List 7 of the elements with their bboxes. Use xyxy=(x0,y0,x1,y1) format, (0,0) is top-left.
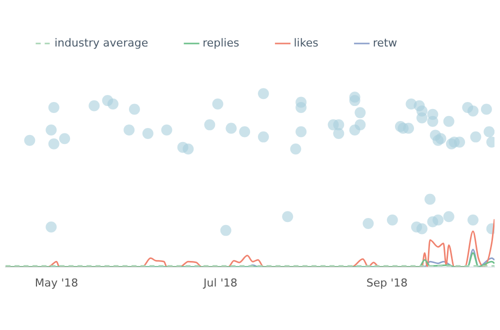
x-tick-label: Sep '18 xyxy=(366,276,408,290)
x-tick-label: May '18 xyxy=(34,276,78,290)
legend-label: replies xyxy=(202,36,240,50)
legend-label: likes xyxy=(294,36,319,50)
legend-label: industry average xyxy=(54,36,148,50)
legend-label: retw xyxy=(372,36,398,50)
x-tick-label: Jul '18 xyxy=(202,276,238,290)
